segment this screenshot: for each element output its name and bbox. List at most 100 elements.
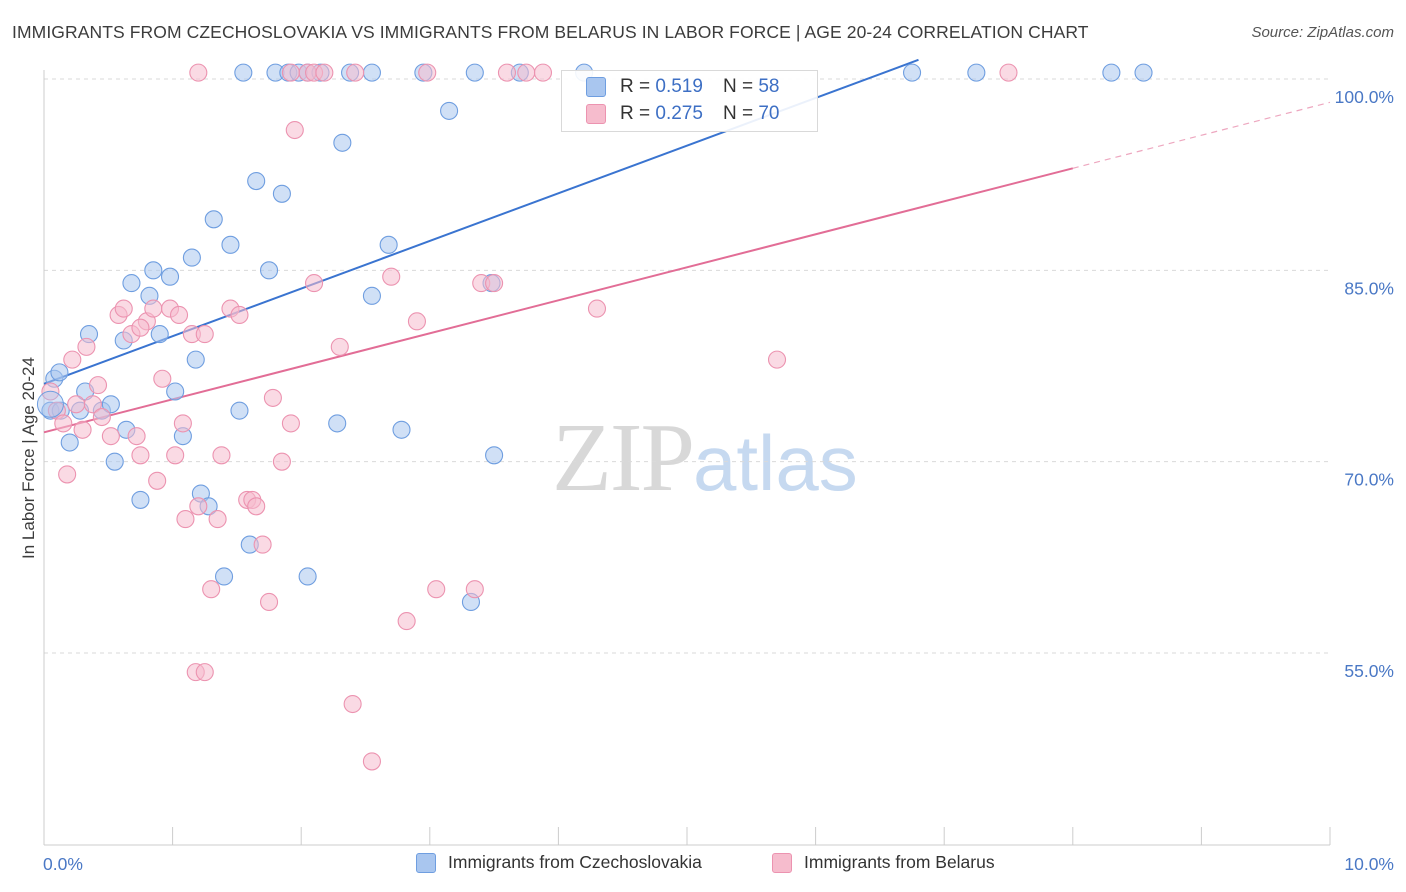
watermark: ZIPatlas [552, 402, 858, 514]
point-belarus [176, 510, 195, 529]
point-belarus [407, 312, 426, 331]
point-czechoslovakia [144, 261, 163, 280]
point-belarus [131, 318, 150, 337]
point-czechoslovakia [328, 414, 347, 433]
point-czechoslovakia [440, 101, 459, 120]
x-tick-label: 10.0% [1344, 854, 1394, 874]
point-belarus [131, 446, 150, 465]
point-belarus [169, 305, 189, 325]
point-belarus [533, 63, 553, 82]
point-belarus [330, 337, 349, 356]
point-belarus [517, 63, 536, 82]
point-belarus [166, 446, 185, 465]
y-tick-label: 55.0% [1344, 661, 1394, 681]
point-belarus [173, 414, 192, 433]
point-belarus [362, 752, 381, 771]
point-czechoslovakia [221, 235, 240, 254]
n-value: 70 [758, 103, 780, 124]
source-credit: Source: ZipAtlas.com [1251, 24, 1394, 41]
point-belarus [195, 325, 214, 344]
point-czechoslovakia [234, 63, 253, 82]
point-belarus [587, 299, 607, 318]
point-belarus [189, 497, 208, 516]
n-value: 58 [758, 76, 780, 97]
point-belarus [485, 274, 504, 293]
point-czechoslovakia [362, 63, 381, 82]
point-belarus [285, 120, 304, 140]
bottom-legend: Immigrants from Czechoslovakia Immigrant… [0, 848, 1406, 882]
point-belarus [272, 452, 291, 471]
point-czechoslovakia [122, 274, 141, 293]
point-belarus [101, 427, 120, 446]
point-belarus [767, 350, 787, 369]
point-belarus [189, 63, 208, 82]
point-czechoslovakia [392, 420, 411, 439]
watermark-zip: ZIP [552, 404, 695, 512]
legend-label: Immigrants from Czechoslovakia [448, 852, 702, 872]
point-belarus [427, 580, 446, 599]
point-belarus [497, 63, 517, 82]
point-belarus [230, 305, 249, 325]
trend-line-extrapolated [1072, 101, 1331, 169]
point-belarus [263, 388, 282, 407]
point-belarus [397, 612, 416, 631]
point-czechoslovakia [182, 248, 201, 267]
stats-row-czechoslovakia: R = 0.519 N = 58 [586, 76, 779, 98]
point-belarus [418, 63, 437, 82]
point-belarus [153, 369, 172, 388]
point-czechoslovakia [131, 490, 150, 509]
point-belarus [148, 471, 167, 490]
point-belarus [465, 580, 484, 599]
point-belarus [315, 63, 334, 82]
point-czechoslovakia [465, 63, 484, 82]
point-czechoslovakia [214, 567, 234, 586]
point-belarus [305, 274, 324, 293]
r-value: 0.519 [655, 76, 703, 97]
stats-row-belarus: R = 0.275 N = 70 [586, 103, 779, 125]
point-belarus [195, 663, 214, 682]
y-tick-label: 70.0% [1344, 470, 1394, 490]
point-belarus [83, 395, 102, 414]
point-czechoslovakia [160, 267, 180, 286]
point-belarus [382, 267, 401, 286]
point-czechoslovakia [230, 401, 249, 420]
y-axis-label: In Labor Force | Age 20-24 [19, 357, 38, 559]
point-belarus [346, 63, 365, 82]
n-label: N = [722, 76, 754, 97]
point-belarus [73, 420, 92, 439]
blue-swatch-icon [586, 77, 606, 97]
point-czechoslovakia [379, 235, 398, 254]
blue-swatch-icon [416, 852, 436, 873]
point-belarus [92, 407, 111, 427]
point-czechoslovakia [1102, 63, 1121, 82]
pink-swatch-icon [586, 104, 606, 124]
trend-line [43, 167, 1074, 434]
point-czechoslovakia [186, 350, 205, 369]
point-czechoslovakia [105, 452, 124, 471]
point-belarus [202, 580, 221, 599]
point-belarus [114, 299, 133, 318]
r-value: 0.275 [655, 103, 703, 124]
y-tick-label: 85.0% [1344, 278, 1394, 298]
point-czechoslovakia [101, 395, 120, 414]
point-cluster [36, 390, 64, 418]
point-czechoslovakia [150, 325, 169, 344]
tick-labels: 55.0% 70.0% 85.0% 100.0% 0.0% 10.0% [43, 87, 1394, 874]
point-belarus [253, 535, 272, 554]
legend-item-czechoslovakia[interactable]: Immigrants from Czechoslovakia [416, 852, 702, 873]
point-czechoslovakia [485, 446, 504, 465]
r-label: R = [620, 76, 651, 97]
point-czechoslovakia [166, 382, 185, 401]
point-belarus [54, 414, 73, 433]
r-label: R = [620, 103, 651, 124]
legend-item-belarus[interactable]: Immigrants from Belarus [772, 852, 995, 873]
point-czechoslovakia [967, 63, 986, 82]
point-belarus [999, 63, 1018, 82]
point-czechoslovakia [333, 133, 352, 152]
point-czechoslovakia [259, 261, 279, 280]
point-belarus [212, 446, 231, 465]
y-tick-label: 100.0% [1335, 87, 1394, 107]
point-belarus [144, 299, 163, 318]
point-czechoslovakia [902, 63, 922, 82]
